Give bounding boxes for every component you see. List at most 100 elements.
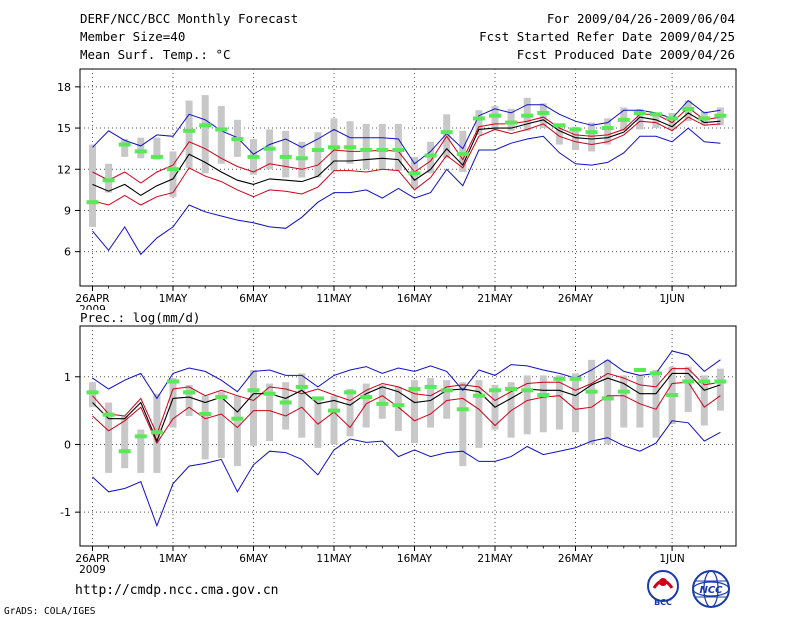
temp-lower-line [92, 116, 721, 206]
temp-min-line [92, 127, 721, 256]
prec-mean-marker [472, 393, 485, 398]
prec-mean-marker [537, 393, 550, 398]
temp-box [491, 106, 499, 131]
prec-box [185, 384, 193, 417]
temp-mean-marker [295, 156, 308, 161]
fcst-started-date: Fcst Started Refer Date 2009/04/25 [479, 29, 735, 44]
prec-mean-marker [150, 430, 163, 435]
prec-mean-marker [360, 395, 373, 400]
temp-box [217, 106, 225, 164]
prec-mean-marker [424, 384, 437, 389]
prec-box [427, 378, 435, 428]
temp-mean-marker [537, 110, 550, 115]
temp-mean-marker [682, 106, 695, 111]
prec-mean-marker [489, 388, 501, 393]
prec-mean-marker [601, 396, 614, 401]
prec-mean-marker [376, 401, 389, 406]
prec-mean-marker [569, 376, 582, 381]
prec-ytick-label: 1 [64, 371, 71, 384]
prec-box [555, 375, 563, 430]
temp-box [89, 144, 96, 227]
temp-mean-marker [521, 113, 534, 118]
temp-ytick-label: 18 [57, 81, 71, 94]
temp-box [201, 95, 209, 174]
prec-mean-marker [666, 393, 679, 398]
temp-median-line [92, 112, 721, 197]
temp-mean-marker [183, 128, 196, 133]
prec-lower-line [92, 381, 721, 445]
source-url[interactable]: http://cmdp.ncc.cma.gov.cn [75, 583, 279, 598]
temp-ytick-label: 15 [57, 122, 71, 135]
variable-label: Mean Surf. Temp.: °C [80, 47, 231, 62]
temp-box [282, 130, 290, 178]
temp-box [507, 108, 515, 131]
prec-xtick-label: 11MAY [316, 553, 352, 565]
temp-mean-marker [231, 137, 244, 142]
temp-upper-line [92, 106, 721, 184]
prec-box [620, 375, 628, 428]
temp-box [555, 125, 563, 145]
prec-xtick-label: 1MAY [159, 553, 188, 565]
prec-box [411, 380, 418, 444]
prec-box [378, 384, 386, 419]
temp-mean-marker [102, 178, 115, 183]
prec-mean-marker [86, 390, 99, 395]
chart-title: DERF/NCC/BCC Monthly Forecast [80, 11, 299, 26]
temp-mean-marker [376, 148, 389, 153]
prec-box [233, 395, 241, 467]
prec-mean-marker [682, 379, 695, 384]
prec-max-line [92, 350, 721, 400]
prec-box [523, 375, 531, 435]
prec-mean-marker [585, 389, 598, 394]
prec-box [716, 368, 724, 411]
temp-mean-marker [569, 127, 582, 132]
prec-box [588, 359, 596, 445]
prec-box [282, 382, 290, 430]
temp-box [137, 137, 145, 159]
temp-ytick-label: 6 [64, 246, 71, 259]
prec-mean-marker [279, 400, 292, 405]
temp-box [636, 108, 644, 130]
temperature-panel: 26APR 1MAY 6MAY 11MAY 16MAY 21MAY 26MAY 1JUN 200… [57, 68, 737, 310]
temp-mean-marker [167, 167, 179, 172]
prec-mean-marker [344, 390, 357, 395]
temp-mean-marker [489, 113, 501, 118]
prec-mean-marker [263, 391, 276, 396]
fcst-produced-date: Fcst Produced Date 2009/04/26 [516, 47, 735, 62]
temp-mean-marker [424, 153, 437, 158]
prec-xtick-label: 26APR [75, 553, 109, 565]
precipitation-panel: 26APR 1MAY 6MAY 11MAY 16MAY 21MAY 26MAY 1JUN 200… [60, 325, 737, 576]
temp-mean-marker [86, 200, 99, 205]
temp-mean-marker [247, 154, 260, 159]
temp-mean-marker [408, 171, 421, 176]
temp-mean-marker [150, 154, 163, 159]
temp-box [652, 114, 660, 129]
ncc-logo-text: NCC [699, 585, 723, 596]
temp-mean-marker [118, 142, 131, 147]
prec-year-label: 2009 [79, 564, 106, 576]
prec-mean-marker [102, 412, 115, 417]
prec-box [105, 402, 113, 473]
prec-ytick-label: -1 [60, 506, 71, 519]
prec-min-line [92, 420, 721, 528]
temp-mean-marker [279, 154, 292, 159]
ncc-logo: NCC [692, 570, 730, 608]
temp-mean-marker [585, 130, 598, 135]
prec-box [572, 373, 579, 433]
temp-box [459, 130, 467, 173]
prec-xtick-label: 1JUN [659, 553, 684, 565]
prec-box [298, 373, 306, 438]
precip-label: Prec.: log(mm/d) [80, 310, 201, 325]
temp-xtick-label: 16MAY [397, 293, 433, 305]
temp-box [684, 100, 692, 122]
prec-box [700, 375, 708, 426]
temp-mean-marker [617, 117, 630, 122]
prec-box [266, 383, 274, 442]
prec-box [201, 395, 209, 460]
prec-mean-marker [521, 388, 534, 393]
prec-box [346, 388, 354, 437]
prec-mean-marker [295, 384, 308, 389]
prec-mean-marker [183, 390, 196, 395]
prec-box [507, 382, 515, 438]
temp-box [378, 123, 386, 170]
